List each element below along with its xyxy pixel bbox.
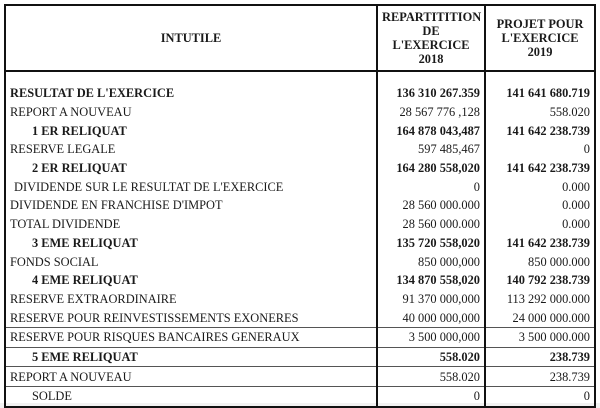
row-label: 1 ER RELIQUAT [32,123,127,138]
row-label: RESERVE LEGALE [10,142,116,157]
row-label: DIVIDENDE SUR LE RESULTAT DE L'EXERCICE [14,179,284,194]
table-row: REPORT A NOUVEAU 558.020 238.739 [5,366,595,387]
value-2019: 140 792 238.739 [484,270,595,290]
header-2018-line: 2018 [418,52,444,66]
row-label: 2 ER RELIQUAT [32,161,127,176]
row-label: FONDS SOCIAL [10,254,99,269]
value-2018: 164 878 043,487 [376,121,485,141]
header-2018-line: REPARTITITION [382,10,482,24]
value-2018: 40 000 000,000 [376,308,485,328]
value-2019: 0.000 [484,214,595,234]
row-label: RESERVE POUR REINVESTISSEMENTS EXONERES [10,310,299,325]
row-label: RESULTAT DE L'EXERCICE [10,86,175,101]
value-2019: 0 [484,385,595,407]
header-2019-line: PROJET POUR [496,17,584,31]
value-2018: 0 [376,385,485,407]
table-row: FONDS SOCIAL 850 000,000 850 000.000 [5,252,595,271]
value-2019: 0.000 [484,177,595,197]
header-intitule: INTUTILE [5,5,377,72]
value-2018: 3 500 000,000 [376,326,485,348]
table-row: RESERVE POUR REINVESTISSEMENTS EXONERES 4… [5,308,595,328]
value-2018: 597 485,467 [376,140,485,159]
value-2018: 558.020 [376,346,485,367]
table-row: TOTAL DIVIDENDE 28 560 000.000 0.000 [5,214,595,234]
value-2019: 238.739 [484,346,595,367]
table-row: RESULTAT DE L'EXERCICE 136 310 267.359 141… [5,84,595,103]
header-2019-line: L'EXERCICE [501,31,579,45]
spacer-row [5,71,595,84]
value-2019: 141 642 238.739 [484,158,595,178]
value-2018: 164 280 558,020 [376,158,485,178]
row-label: 5 EME RELIQUAT [5,346,377,367]
value-2018: 136 310 267.359 [376,84,485,103]
value-2018: 28 560 000.000 [376,214,485,234]
value-2018: 91 370 000,000 [376,289,485,309]
table-row: RESERVE LEGALE 597 485,467 0 [5,140,595,159]
value-2019: 0 [484,140,595,159]
table-row: 2 ER RELIQUAT 164 280 558,020 141 642 238.… [5,158,595,178]
value-2018: 134 870 558,020 [376,270,485,290]
header-2018-line: DE [422,24,440,38]
row-label: REPORT A NOUVEAU [10,105,132,120]
value-2019: 850 000.000 [484,252,595,271]
row-label: RESERVE EXTRAORDINAIRE [10,291,177,306]
row-label: SOLDE [5,385,377,407]
value-2019: 238.739 [484,366,595,387]
value-2019: 141 642 238.739 [484,121,595,141]
table-row: RESERVE POUR RISQUES BANCAIRES GENERAUX 3… [5,326,595,348]
header-2019-line: 2019 [527,45,553,59]
header-2018-line: L'EXERCICE [392,38,470,52]
value-2018: 0 [376,177,485,197]
table-row: 4 EME RELIQUAT 134 870 558,020 140 792 238… [5,270,595,290]
table-row: RESERVE EXTRAORDINAIRE 91 370 000,000 113 … [5,289,595,309]
header-2018: REPARTITITION DE L'EXERCICE 2018 [376,5,485,72]
value-2018: 28 567 776 ,128 [376,102,485,122]
table-row: 1 ER RELIQUAT 164 878 043,487 141 642 238.… [5,121,595,141]
table-row: DIVIDENDE EN FRANCHISE D'IMPOT 28 560 000… [5,196,595,215]
value-2018: 558.020 [376,366,485,387]
table-row: REPORT A NOUVEAU 28 567 776 ,128 558.020 [5,102,595,122]
table-row: SOLDE 0 0 [5,385,595,407]
header-row: INTUTILE REPARTITITION DE L'EXERCICE 201… [5,5,595,72]
table-row: DIVIDENDE SUR LE RESULTAT DE L'EXERCICE 0… [5,177,595,197]
row-label: RESERVE POUR RISQUES BANCAIRES GENERAUX [5,326,377,348]
row-label: 4 EME RELIQUAT [32,273,138,288]
row-label: REPORT A NOUVEAU [5,366,377,387]
value-2019: 141 642 238.739 [484,233,595,253]
value-2019: 24 000 000.000 [484,308,595,328]
row-label: TOTAL DIVIDENDE [10,217,121,232]
value-2018: 850 000,000 [376,252,485,271]
value-2018: 28 560 000.000 [376,196,485,215]
row-label: DIVIDENDE EN FRANCHISE D'IMPOT [10,198,223,213]
header-2019: PROJET POUR L'EXERCICE 2019 [484,5,595,72]
value-2019: 113 292 000.000 [484,289,595,309]
table-row: 5 EME RELIQUAT 558.020 238.739 [5,346,595,367]
table-row: 3 EME RELIQUAT 135 720 558,020 141 642 238… [5,233,595,253]
row-label: 3 EME RELIQUAT [32,235,138,250]
value-2019: 3 500 000.000 [484,326,595,348]
value-2019: 558.020 [484,102,595,122]
value-2019: 0.000 [484,196,595,215]
value-2019: 141 641 680.719 [484,84,595,103]
allocation-table: INTUTILE REPARTITITION DE L'EXERCICE 201… [4,4,596,408]
value-2018: 135 720 558,020 [376,233,485,253]
